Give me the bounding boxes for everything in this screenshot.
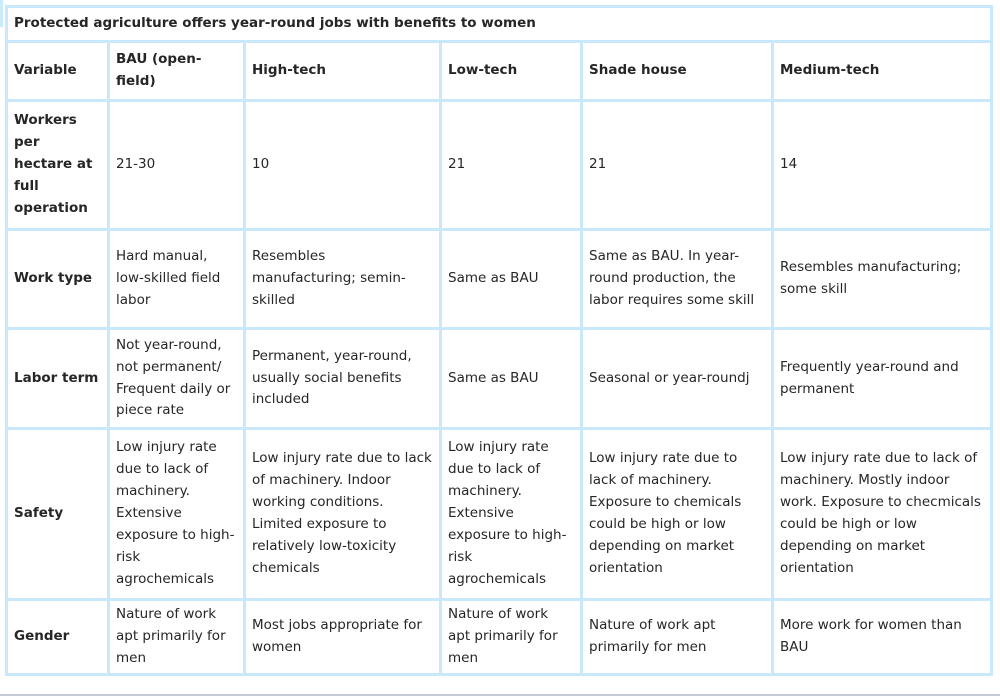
left-edge-artifact — [0, 0, 3, 27]
table-cell: Not year-round, not permanent/ Frequent … — [110, 330, 243, 427]
table-cell: Seasonal or year-roundj — [583, 330, 771, 427]
table-cell: Nature of work apt primarily for men — [583, 601, 771, 673]
table-title-row: Protected agriculture offers year-round … — [8, 8, 991, 40]
table-cell: More work for women than BAU — [774, 601, 991, 673]
table-cell: Low injury rate due to lack of machinery… — [246, 430, 439, 598]
table-cell: Same as BAU. In year-round production, t… — [583, 231, 771, 327]
table-cell: Same as BAU — [442, 330, 580, 427]
table-cell: Same as BAU — [442, 231, 580, 327]
bottom-edge-line — [0, 694, 1000, 696]
table-cell: Hard manual, low-skilled field labor — [110, 231, 243, 327]
table-row-gender: Gender Nature of work apt primarily for … — [8, 601, 991, 673]
table-cell: Frequently year-round and permanent — [774, 330, 991, 427]
row-header-safety: Safety — [8, 430, 107, 598]
table-cell: Nature of work apt primarily for men — [442, 601, 580, 673]
row-header-labor-term: Labor term — [8, 330, 107, 427]
table-cell: Most jobs appropriate for women — [246, 601, 439, 673]
column-header-shade-house: Shade house — [583, 43, 771, 99]
table-cell: Resembles manufacturing; semin-skilled — [246, 231, 439, 327]
column-header-bau: BAU (open-field) — [110, 43, 243, 99]
table-cell: 21 — [442, 102, 580, 228]
column-header-medium-tech: Medium-tech — [774, 43, 991, 99]
table-title: Protected agriculture offers year-round … — [8, 8, 991, 40]
table-cell: Nature of work apt primarily for men — [110, 601, 243, 673]
table-row-labor-term: Labor term Not year-round, not permanent… — [8, 330, 991, 427]
protected-agriculture-table: Protected agriculture offers year-round … — [5, 5, 994, 676]
table-cell: 21-30 — [110, 102, 243, 228]
table-cell: Low injury rate due to lack of machinery… — [774, 430, 991, 598]
column-header-variable: Variable — [8, 43, 107, 99]
table-cell: Low injury rate due to lack of machinery… — [110, 430, 243, 598]
table-row-workers: Workers per hectare at full operation 21… — [8, 102, 991, 228]
table-cell: Resembles manufacturing; some skill — [774, 231, 991, 327]
table-cell: Low injury rate due to lack of machinery… — [442, 430, 580, 598]
table-row-work-type: Work type Hard manual, low-skilled field… — [8, 231, 991, 327]
table-header-row: Variable BAU (open-field) High-tech Low-… — [8, 43, 991, 99]
table-cell: 21 — [583, 102, 771, 228]
table-cell: 14 — [774, 102, 991, 228]
column-header-high-tech: High-tech — [246, 43, 439, 99]
row-header-work-type: Work type — [8, 231, 107, 327]
row-header-gender: Gender — [8, 601, 107, 673]
table-cell: Low injury rate due to lack of machinery… — [583, 430, 771, 598]
table-cell: Permanent, year-round, usually social be… — [246, 330, 439, 427]
row-header-workers: Workers per hectare at full operation — [8, 102, 107, 228]
table-cell: 10 — [246, 102, 439, 228]
table-row-safety: Safety Low injury rate due to lack of ma… — [8, 430, 991, 598]
column-header-low-tech: Low-tech — [442, 43, 580, 99]
